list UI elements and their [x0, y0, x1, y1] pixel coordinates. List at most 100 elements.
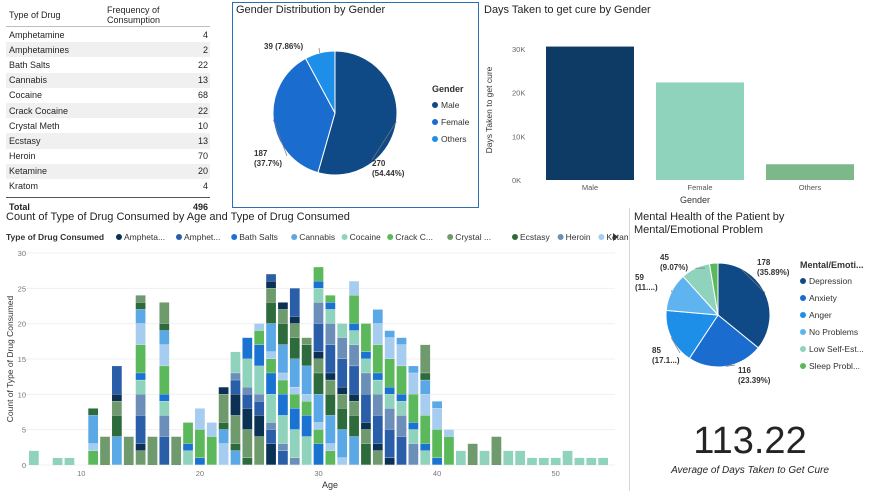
bar-segment — [301, 344, 312, 366]
table-row[interactable]: Ketamine 20 — [6, 163, 210, 179]
bar-segment — [337, 323, 348, 338]
bar-segment — [112, 366, 122, 395]
days-bar-chart[interactable]: 0K 10K 20K 30K Days Taken to get cure Male Fem… — [480, 18, 872, 208]
table-row[interactable]: Crystal Meth 10 — [6, 118, 210, 133]
column-header-frequency[interactable]: Frequency of Consumption — [107, 5, 161, 25]
panel-divider — [629, 208, 630, 491]
bar-segment — [266, 359, 276, 373]
x-tick-label: Others — [799, 183, 822, 192]
bar-segment — [349, 281, 359, 296]
table-row[interactable]: Kratom 4 — [6, 179, 210, 194]
bar-segment — [135, 373, 146, 380]
bar-segment — [337, 359, 348, 387]
bar-segment — [372, 323, 383, 345]
gender-pie-legend-marker — [432, 119, 438, 125]
bar-segment — [384, 330, 395, 338]
bar-segment — [242, 457, 253, 465]
legend-title: Type of Drug Consumed — [6, 232, 104, 242]
avg-days-card[interactable]: 113.22 Average of Days Taken to Get Cure — [630, 420, 870, 476]
bar-segment — [503, 450, 514, 465]
kpi-label: Average of Days Taken to Get Cure — [671, 465, 829, 476]
mental-pie-data-label: 45 (9.07%) — [660, 253, 688, 272]
table-row[interactable]: Cocaine 68 — [6, 88, 210, 103]
legend-marker — [512, 234, 518, 240]
bar-segment — [195, 457, 205, 465]
table-row[interactable]: Heroin 70 — [6, 149, 210, 164]
bar-segment — [313, 267, 324, 281]
mental-pie-data-label: 178 (35.89%) — [757, 258, 790, 277]
x-tick-label: 10 — [77, 469, 85, 478]
bar-segment — [112, 415, 122, 437]
mental-pie-slice — [708, 262, 719, 316]
gender-pie-chart[interactable]: 270 (54.44%) 187 (37.7%) 39 (7.86%) Gender Mal… — [232, 18, 479, 208]
bar-segment — [112, 436, 122, 465]
bar-segment — [420, 373, 431, 380]
bar-segment — [230, 351, 241, 373]
bar-segment — [266, 274, 276, 281]
mental-pie-legend-marker — [800, 295, 806, 301]
bar-segment — [337, 394, 348, 409]
bar-segment — [313, 429, 324, 444]
bar-segment — [325, 302, 336, 310]
table-row[interactable]: Amphetamines 2 — [6, 42, 210, 58]
column-header-type[interactable]: Type of Drug — [9, 10, 61, 20]
bar-segment — [325, 309, 336, 324]
bar-segment — [384, 359, 395, 387]
y-tick-label: 10K — [512, 132, 525, 141]
table-row[interactable]: Amphetamine 4 — [6, 27, 210, 42]
gender-pie-legend-label: Others — [441, 134, 467, 144]
bar-segment — [230, 373, 241, 380]
legend-label: Amphet... — [184, 232, 220, 242]
bar-segment — [278, 323, 288, 345]
gender-pie-data-label: 270 (54.44%) — [372, 159, 405, 178]
bar-segment — [88, 443, 99, 451]
legend-label: Ecstasy — [520, 232, 551, 242]
table-row[interactable]: Crack Cocaine 22 — [6, 102, 210, 119]
bar-segment — [135, 344, 146, 373]
bar-segment — [266, 443, 276, 465]
bar-segment — [171, 436, 182, 465]
bar-segment — [159, 415, 170, 437]
bar-segment — [218, 429, 229, 444]
drug-name-cell: Ketamine — [9, 166, 48, 177]
mental-pie-title: Mental Health of the Patient by Mental/E… — [634, 211, 785, 236]
mental-pie-legend-marker — [800, 329, 806, 335]
bar-segment — [396, 344, 407, 366]
legend-label: Heroin — [566, 232, 591, 242]
mental-pie-leader-line — [725, 364, 736, 367]
table-total-row: Total 496 — [6, 197, 210, 216]
bar-segment — [266, 288, 276, 303]
bar-segment — [147, 436, 158, 465]
bar-segment — [325, 450, 336, 465]
bar-segment — [586, 457, 597, 465]
drug-name-cell: Crack Cocaine — [9, 105, 69, 116]
bar-segment — [135, 323, 146, 345]
bar-segment — [313, 351, 324, 359]
bar-segment — [301, 366, 312, 395]
bar-segment — [289, 408, 300, 430]
bar-segment — [88, 408, 99, 416]
table-row[interactable]: Bath Salts 22 — [6, 57, 210, 72]
mental-pie-chart[interactable]: 178 (35.89%) 116 (23.39%) 85 (17.1...) 59 (11..… — [630, 240, 872, 400]
bar-segment — [135, 309, 146, 324]
bar-segment — [289, 323, 300, 338]
drug-age-stacked-chart[interactable]: Type of Drug Consumed Ampheta... Amphet...… — [0, 226, 628, 491]
bar-segment — [230, 415, 241, 444]
legend-label: Cannabis — [299, 232, 335, 242]
bar-segment — [218, 422, 229, 430]
legend-marker — [387, 234, 394, 240]
bar-segment — [278, 344, 288, 373]
table-row[interactable]: Cannabis 13 — [6, 72, 210, 88]
bar-segment — [349, 295, 359, 324]
bar-segment — [372, 443, 383, 451]
bar-segment — [159, 323, 170, 331]
bar-segment — [420, 450, 431, 465]
bar-segment — [183, 450, 193, 465]
bar — [766, 164, 854, 180]
table-row[interactable]: Ecstasy 13 — [6, 133, 210, 149]
legend-label: Bath Salts — [239, 232, 278, 242]
bar-segment — [372, 373, 383, 380]
gender-pie-legend-marker — [432, 136, 438, 142]
gender-pie-frame[interactable] — [232, 2, 479, 208]
bar-segment — [313, 288, 324, 303]
